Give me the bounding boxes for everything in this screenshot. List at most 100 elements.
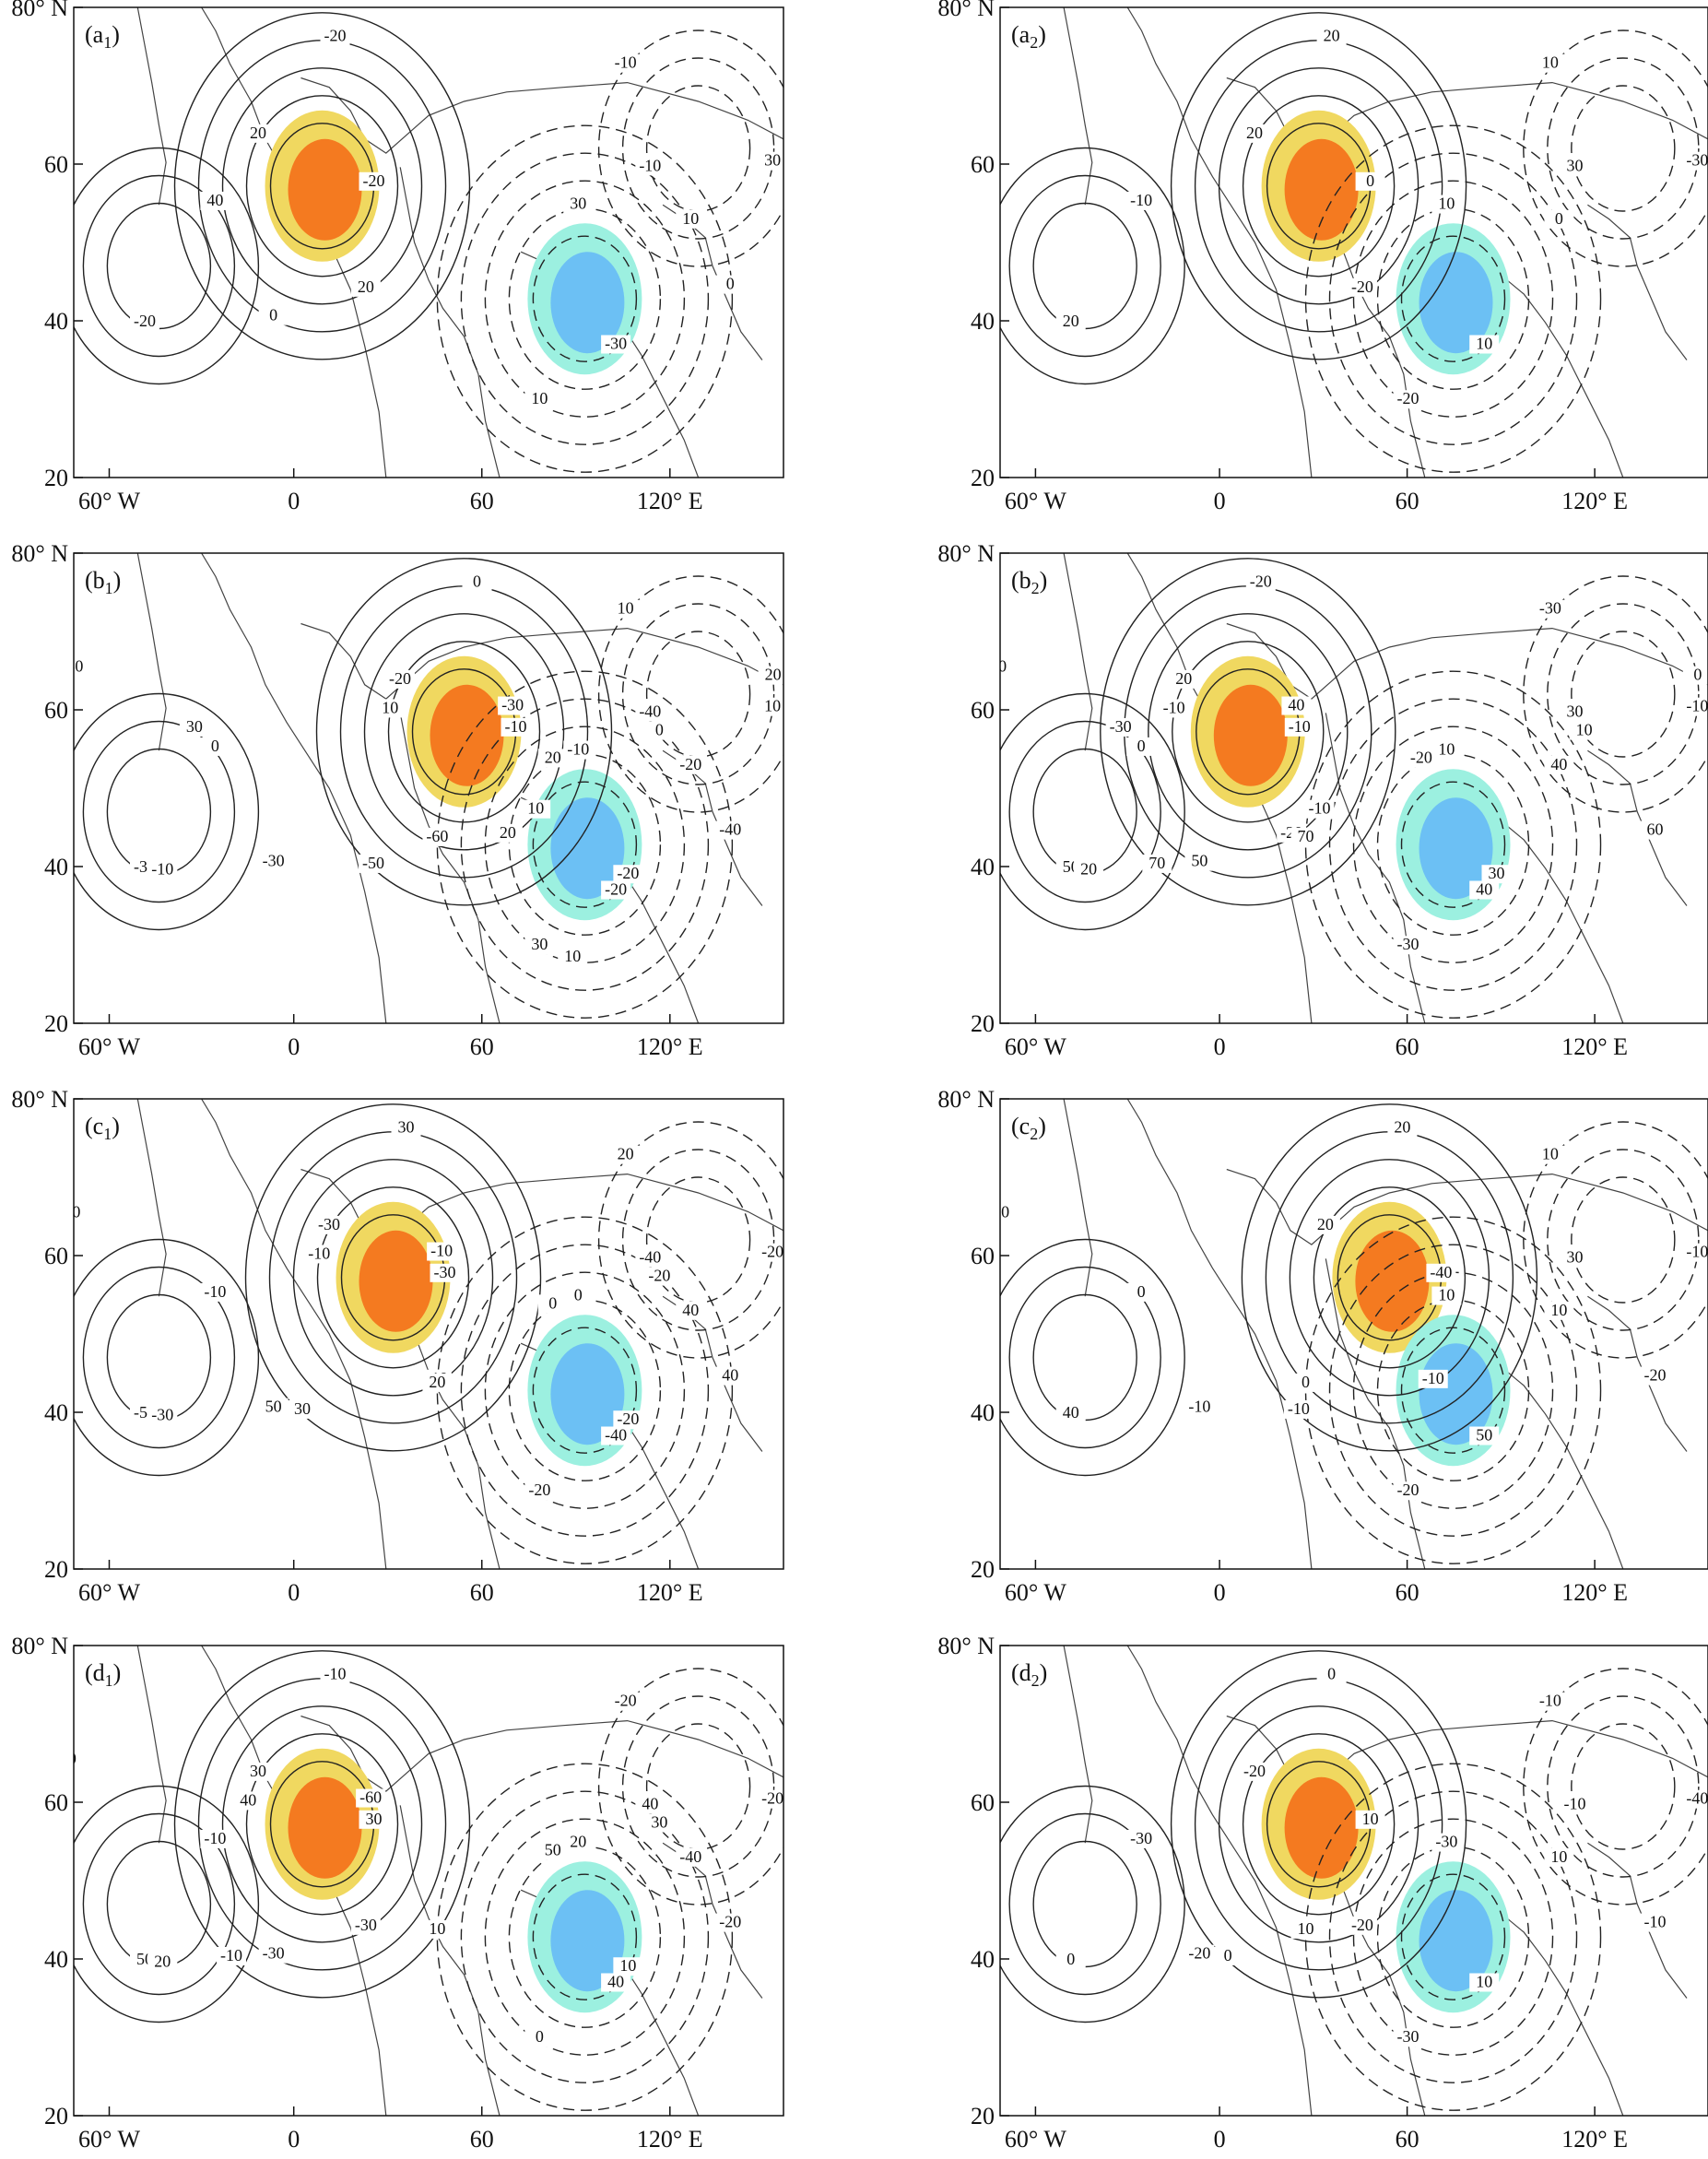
contour-3-3: [597, 1668, 783, 1905]
contour-label: 10: [531, 389, 548, 407]
y-tick-label: 80° N: [11, 540, 68, 567]
contour-1-1: [532, 1327, 638, 1454]
panel-label-letter: (a: [85, 21, 104, 48]
contour-label-bg: [1406, 749, 1436, 768]
contour-2-2: [82, 720, 236, 903]
blue-patch-outer: [527, 1315, 642, 1467]
contour-1-4: [460, 1244, 710, 1537]
contour-label-bg: [147, 1953, 178, 1972]
contour-label-bg: [1347, 1916, 1377, 1935]
contour-label-bg: [258, 306, 289, 325]
x-tick-label: 60° W: [1005, 2126, 1066, 2153]
y-tick-label: 20: [971, 1556, 995, 1583]
contour-label-bg: [521, 799, 551, 819]
contour-label-bg: [676, 1847, 706, 1867]
contour-label-bg: [1652, 1060, 1681, 1079]
contour-label: -40: [719, 820, 741, 839]
contour-label-bg: [74, 818, 77, 837]
coastline-0: [201, 7, 387, 478]
contour-label-bg: [1393, 1481, 1423, 1501]
contour-label: 0: [1302, 1373, 1310, 1391]
contour-label: -20: [761, 1243, 783, 1261]
x-tick-label: 0: [1214, 488, 1226, 514]
contour-label-bg: [1682, 1789, 1708, 1809]
contour-label-bg: [1000, 1203, 1014, 1222]
contour-label: 70: [1298, 827, 1314, 845]
coastline-1: [1226, 1168, 1708, 1245]
orange-patch-outer: [336, 1201, 451, 1353]
contour-0-3: [1148, 613, 1349, 851]
contour-label: -30: [151, 1405, 173, 1423]
contour-0-2: [1242, 95, 1396, 277]
contour-label: 30: [570, 195, 586, 213]
x-tick-label: 120° E: [1561, 1579, 1628, 1606]
coastline-2: [1325, 713, 1426, 1023]
panel-label-subscript: 2: [1030, 33, 1038, 52]
coastline-1: [300, 622, 783, 700]
contour-3-1: [1571, 631, 1676, 758]
contour-1-5: [436, 1763, 734, 2111]
contour-label: 30: [186, 717, 203, 736]
contour-label: 60: [1647, 820, 1664, 839]
y-tick-label: 20: [44, 1010, 68, 1037]
y-tick-label: 60: [44, 1243, 68, 1269]
contour-label: 20: [1063, 312, 1079, 330]
contour-label-bg: [1184, 852, 1215, 871]
contour-label: 10: [1542, 1145, 1559, 1163]
contour-label-bg: [384, 669, 415, 689]
x-tick-label: 120° E: [1561, 1033, 1628, 1060]
y-tick-label: 60: [44, 1789, 68, 1816]
contour-label-bg: [147, 860, 178, 879]
contour-0-3: [292, 1159, 494, 1397]
contour-label-bg: [1535, 53, 1565, 73]
contour-2-2: [1008, 174, 1161, 358]
blue-patch-core: [1419, 252, 1493, 354]
contour-label: -10: [426, 1369, 448, 1387]
contour-label-bg: [1469, 880, 1500, 900]
contour-label-bg: [676, 1301, 706, 1320]
contour-label: 0: [1066, 1950, 1075, 1968]
contour-label: -10: [1289, 717, 1311, 736]
contour-3-2: [621, 57, 775, 240]
contour-label: -20: [389, 669, 411, 688]
contour-label: 50: [1063, 857, 1079, 876]
contour-0-4: [268, 1131, 518, 1424]
coastline-4: [1587, 1842, 1688, 1999]
contour-label: 30: [1567, 156, 1584, 174]
contour-label-bg: [558, 948, 588, 967]
map-content: 0 10 20 30 20 10 -10 -30 -20 -20 -10 10 20 0: [1000, 7, 1708, 478]
coastline-3: [1445, 796, 1624, 1023]
panel-label-tail: ): [113, 1659, 122, 1686]
contour-label: 10: [1298, 1919, 1314, 1938]
contour-label-bg: [601, 335, 631, 354]
contour-label: -20: [648, 1267, 670, 1285]
contour-label: 10: [1550, 1301, 1567, 1319]
contour-label-bg: [242, 124, 273, 143]
contour-label-bg: [1284, 717, 1314, 737]
contour-label-bg: [1126, 1829, 1157, 1848]
contour-0-2: [387, 641, 541, 823]
contour-label: -10: [1686, 1243, 1708, 1261]
map-panel-d1: 304050403020-10-20-30010-20-10-40-30-20-…: [11, 1607, 784, 2153]
contour-1-2: [508, 753, 662, 936]
contour-label: 10: [564, 947, 581, 965]
contour-0-2: [1172, 641, 1325, 823]
contour-label: 10: [53, 1910, 69, 1929]
coastline-5: [136, 1099, 167, 1297]
contour-label: -10: [1686, 697, 1708, 715]
contour-label-bg: [1544, 209, 1574, 229]
contour-3-2: [621, 1695, 775, 1878]
y-tick-label: 20: [44, 2103, 68, 2130]
orange-patch-core: [1213, 684, 1288, 786]
contour-label-bg: [726, 1607, 756, 1625]
panel-frame: [73, 1098, 784, 1570]
contour-1-3: [484, 1271, 686, 1509]
contour-label-bg: [1535, 1692, 1565, 1711]
contour-label-bg: [644, 1813, 675, 1833]
blue-patch-outer: [527, 1861, 642, 2013]
contour-label-bg: [1387, 1118, 1418, 1138]
contour-0-5: [244, 1103, 542, 1452]
contour-3-2: [1547, 603, 1700, 785]
y-tick-label: 40: [971, 1946, 995, 1973]
coastline-2: [399, 713, 501, 1023]
